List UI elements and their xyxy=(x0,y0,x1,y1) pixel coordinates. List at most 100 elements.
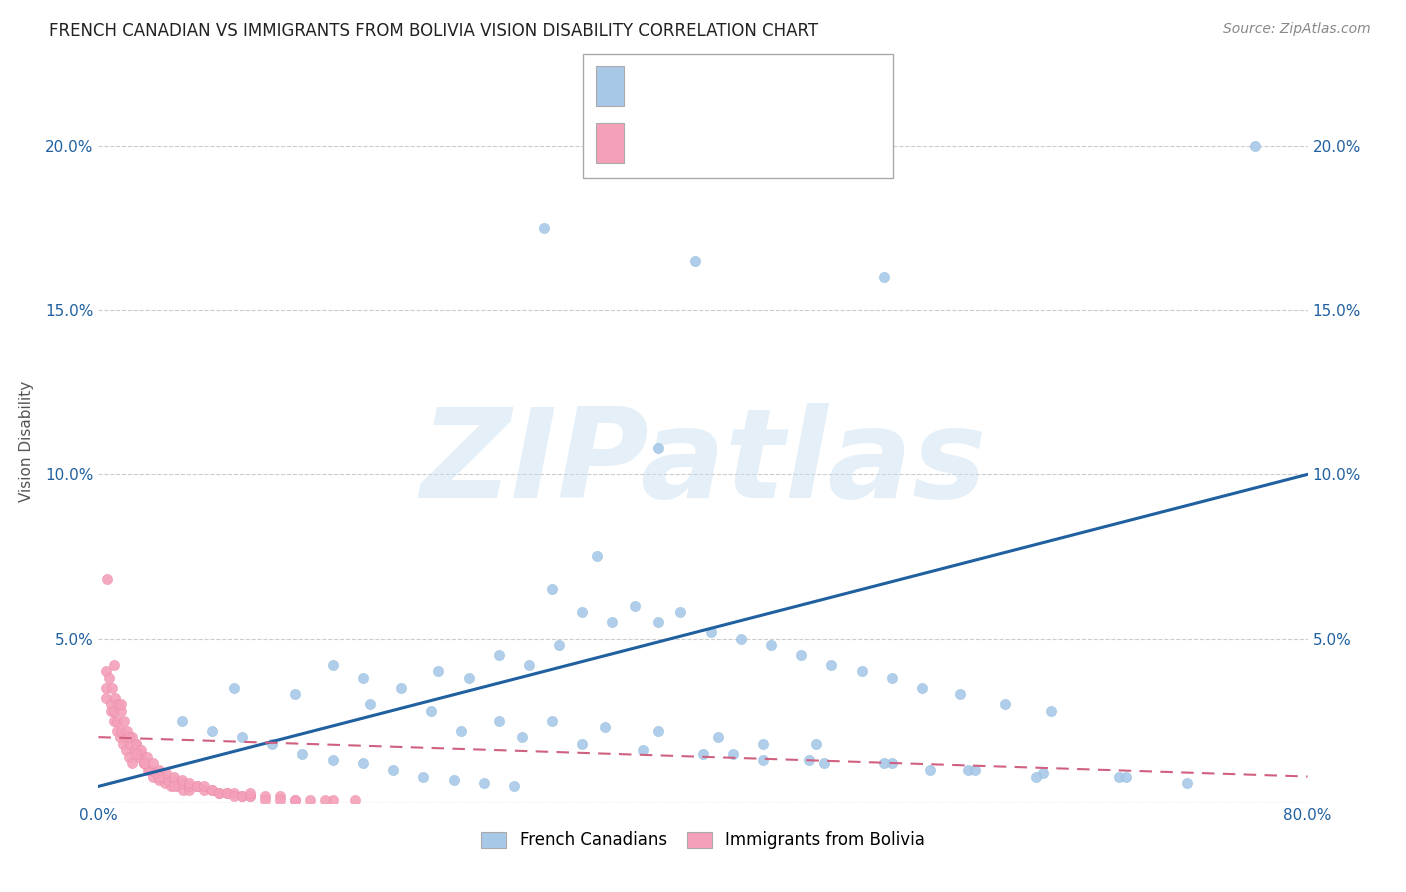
Point xyxy=(322,657,344,672)
Point xyxy=(231,730,253,744)
Point xyxy=(647,723,669,738)
Point xyxy=(593,720,616,734)
Point xyxy=(1024,770,1046,784)
Point xyxy=(121,730,143,744)
Point xyxy=(150,770,173,784)
Point xyxy=(96,573,118,587)
Text: R =: R = xyxy=(633,77,672,95)
Point xyxy=(179,782,201,797)
Point xyxy=(201,723,224,738)
Point xyxy=(262,737,284,751)
Point xyxy=(284,792,307,806)
Point xyxy=(488,714,510,728)
Point xyxy=(103,704,125,718)
Point xyxy=(956,763,979,777)
Point xyxy=(186,780,208,794)
Point xyxy=(125,747,148,761)
Point xyxy=(170,772,193,787)
Point xyxy=(125,737,148,751)
Text: 90: 90 xyxy=(810,133,834,151)
Point xyxy=(101,681,124,695)
Point xyxy=(120,737,142,751)
Point xyxy=(145,766,167,780)
FancyBboxPatch shape xyxy=(583,54,893,178)
Point xyxy=(284,792,307,806)
Point xyxy=(121,756,143,771)
Point xyxy=(156,772,179,787)
Point xyxy=(253,792,276,806)
Point xyxy=(224,789,246,804)
Point xyxy=(142,770,165,784)
Point xyxy=(1115,770,1137,784)
Point xyxy=(239,789,262,804)
Point xyxy=(284,687,307,701)
Point xyxy=(360,698,382,712)
Point xyxy=(105,723,128,738)
Point xyxy=(132,756,155,771)
Point xyxy=(142,756,165,771)
Point xyxy=(352,671,374,685)
FancyBboxPatch shape xyxy=(596,66,624,106)
Point xyxy=(163,772,186,787)
Point xyxy=(132,756,155,771)
Point xyxy=(148,770,170,784)
Point xyxy=(239,789,262,804)
Point xyxy=(533,221,555,235)
Point xyxy=(752,737,775,751)
Point xyxy=(111,737,134,751)
Point xyxy=(1108,770,1130,784)
Point xyxy=(105,714,128,728)
Point xyxy=(128,749,150,764)
Point xyxy=(108,730,131,744)
Point xyxy=(148,772,170,787)
Point xyxy=(806,737,828,751)
Text: ZIPatlas: ZIPatlas xyxy=(420,402,986,524)
Point xyxy=(548,638,571,652)
Text: Source: ZipAtlas.com: Source: ZipAtlas.com xyxy=(1223,22,1371,37)
Point xyxy=(129,743,152,757)
Point xyxy=(172,782,194,797)
Point xyxy=(880,756,903,771)
Point xyxy=(208,786,231,800)
Text: 0.383: 0.383 xyxy=(672,77,735,95)
Legend: French Canadians, Immigrants from Bolivia: French Canadians, Immigrants from Bolivi… xyxy=(474,824,932,856)
Point xyxy=(170,776,193,790)
Point xyxy=(125,737,148,751)
Point xyxy=(124,743,146,757)
Point xyxy=(624,599,647,613)
Y-axis label: Vision Disability: Vision Disability xyxy=(20,381,34,502)
Point xyxy=(148,763,170,777)
Point xyxy=(179,776,201,790)
Point xyxy=(517,657,540,672)
Point xyxy=(94,690,117,705)
Point xyxy=(472,776,495,790)
Point xyxy=(723,747,745,761)
Point xyxy=(730,632,752,646)
Point xyxy=(153,776,176,790)
Point xyxy=(647,615,669,630)
Point xyxy=(160,780,183,794)
Point xyxy=(450,723,472,738)
Point xyxy=(132,756,155,771)
Point xyxy=(540,714,562,728)
Point xyxy=(186,780,208,794)
Point xyxy=(231,789,253,804)
Point xyxy=(571,737,593,751)
Point xyxy=(239,786,262,800)
Text: 73: 73 xyxy=(810,77,834,95)
Point xyxy=(752,753,775,767)
Point xyxy=(412,770,434,784)
FancyBboxPatch shape xyxy=(596,123,624,163)
Point xyxy=(224,786,246,800)
Point xyxy=(427,665,450,679)
Point xyxy=(155,766,177,780)
Point xyxy=(103,657,125,672)
Point xyxy=(873,756,896,771)
Point xyxy=(166,780,188,794)
Point xyxy=(112,714,135,728)
Point xyxy=(707,730,730,744)
Point xyxy=(291,747,314,761)
Point xyxy=(299,792,322,806)
Point xyxy=(586,549,609,564)
Text: N =: N = xyxy=(756,133,797,151)
